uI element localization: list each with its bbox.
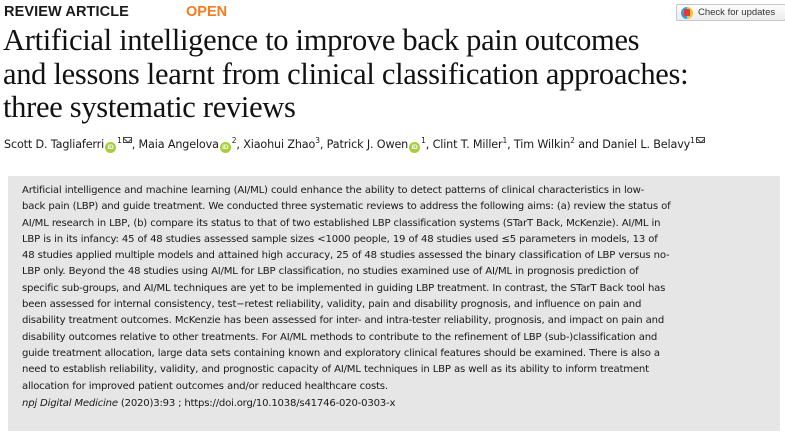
abstract-text: Artificial intelligence and machine lear… (22, 183, 766, 395)
separator: , (319, 138, 327, 151)
open-access-badge: OPEN (186, 4, 228, 20)
abstract-line: 48 studies applied multiple models and a… (22, 250, 670, 262)
orcid-icon[interactable]: iD (219, 142, 231, 153)
abstract-line: LBP is in its infancy: 45 of 48 studies … (22, 233, 658, 245)
abstract-line: LBP only. Beyond the 48 studies using AI… (22, 266, 639, 278)
affiliation-marker: 2 (570, 136, 575, 145)
orcid-icon[interactable]: iD (105, 142, 117, 153)
abstract-line: specific sub-groups, and AI/ML technique… (22, 282, 666, 294)
title-line: three systematic reviews (3, 90, 296, 124)
abstract-line: been assessed for internal consistency, … (22, 299, 642, 311)
journal-name: npj Digital Medicine (22, 397, 118, 409)
abstract-box: Artificial intelligence and machine lear… (8, 176, 780, 431)
affiliation-marker: 1 (690, 136, 695, 145)
affiliation-marker: 1 (117, 136, 122, 145)
author-name[interactable]: Maia Angelova (138, 138, 219, 151)
abstract-line: AI/ML research in LBP, (b) compare its s… (22, 217, 661, 229)
email-icon[interactable] (695, 137, 705, 143)
doi-link[interactable]: https://doi.org/10.1038/s41746-020-0303-… (184, 397, 396, 409)
separator: , (236, 138, 244, 151)
abstract-line: guide treatment allocation, large data s… (22, 347, 660, 359)
separator: and (574, 138, 603, 151)
affiliation-marker: 3 (315, 136, 320, 145)
affiliation-marker: 2 (231, 136, 237, 145)
author-name[interactable]: Clint T. Miller (432, 138, 503, 151)
abstract-line: disability outcomes relative to other tr… (22, 331, 658, 343)
article-title: Artificial intelligence to improve back … (3, 23, 783, 125)
affiliation-marker: 1 (502, 136, 508, 145)
author-name[interactable]: Patrick J. Owen (326, 138, 409, 151)
author-name[interactable]: Scott D. Tagliaferri (4, 138, 105, 151)
abstract-line: Artificial intelligence and machine lear… (22, 185, 645, 196)
abstract-line: need to establish reliability, validity,… (22, 364, 649, 376)
crossmark-icon (681, 6, 693, 19)
volume-info: (2020)3:93 ; (117, 397, 185, 409)
author-list: Scott D. Tagliaferri iD1, Maia Angelova iD… (4, 137, 784, 153)
check-for-updates-label: Check for updates (698, 7, 776, 18)
check-for-updates-button[interactable]: Check for updates (676, 4, 785, 21)
abstract-line: back pain (LBP) and guide treatment. We … (22, 201, 671, 213)
separator: , (507, 138, 514, 151)
citation-line: npj Digital Medicine (2020)3:93 ; https:… (22, 398, 766, 409)
orcid-icon[interactable]: iD (409, 142, 421, 153)
author-name[interactable]: Daniel L. Belavy (602, 138, 691, 151)
separator: , (425, 138, 433, 151)
affiliation-marker: 1 (421, 136, 426, 145)
title-line: Artificial intelligence to improve back … (3, 23, 640, 57)
email-icon[interactable] (122, 137, 132, 143)
author-name[interactable]: Xiaohui Zhao (243, 138, 316, 151)
author-name[interactable]: Tim Wilkin (513, 138, 571, 151)
article-header: REVIEW ARTICLE OPEN Check for updates (4, 4, 785, 24)
separator: , (131, 138, 139, 151)
article-type-label: REVIEW ARTICLE (4, 4, 129, 20)
title-line: and lessons learnt from clinical classif… (3, 56, 689, 91)
abstract-line: allocation for improved patient outcomes… (22, 380, 388, 392)
abstract-line: disability treatment outcomes. McKenzie … (22, 315, 665, 327)
